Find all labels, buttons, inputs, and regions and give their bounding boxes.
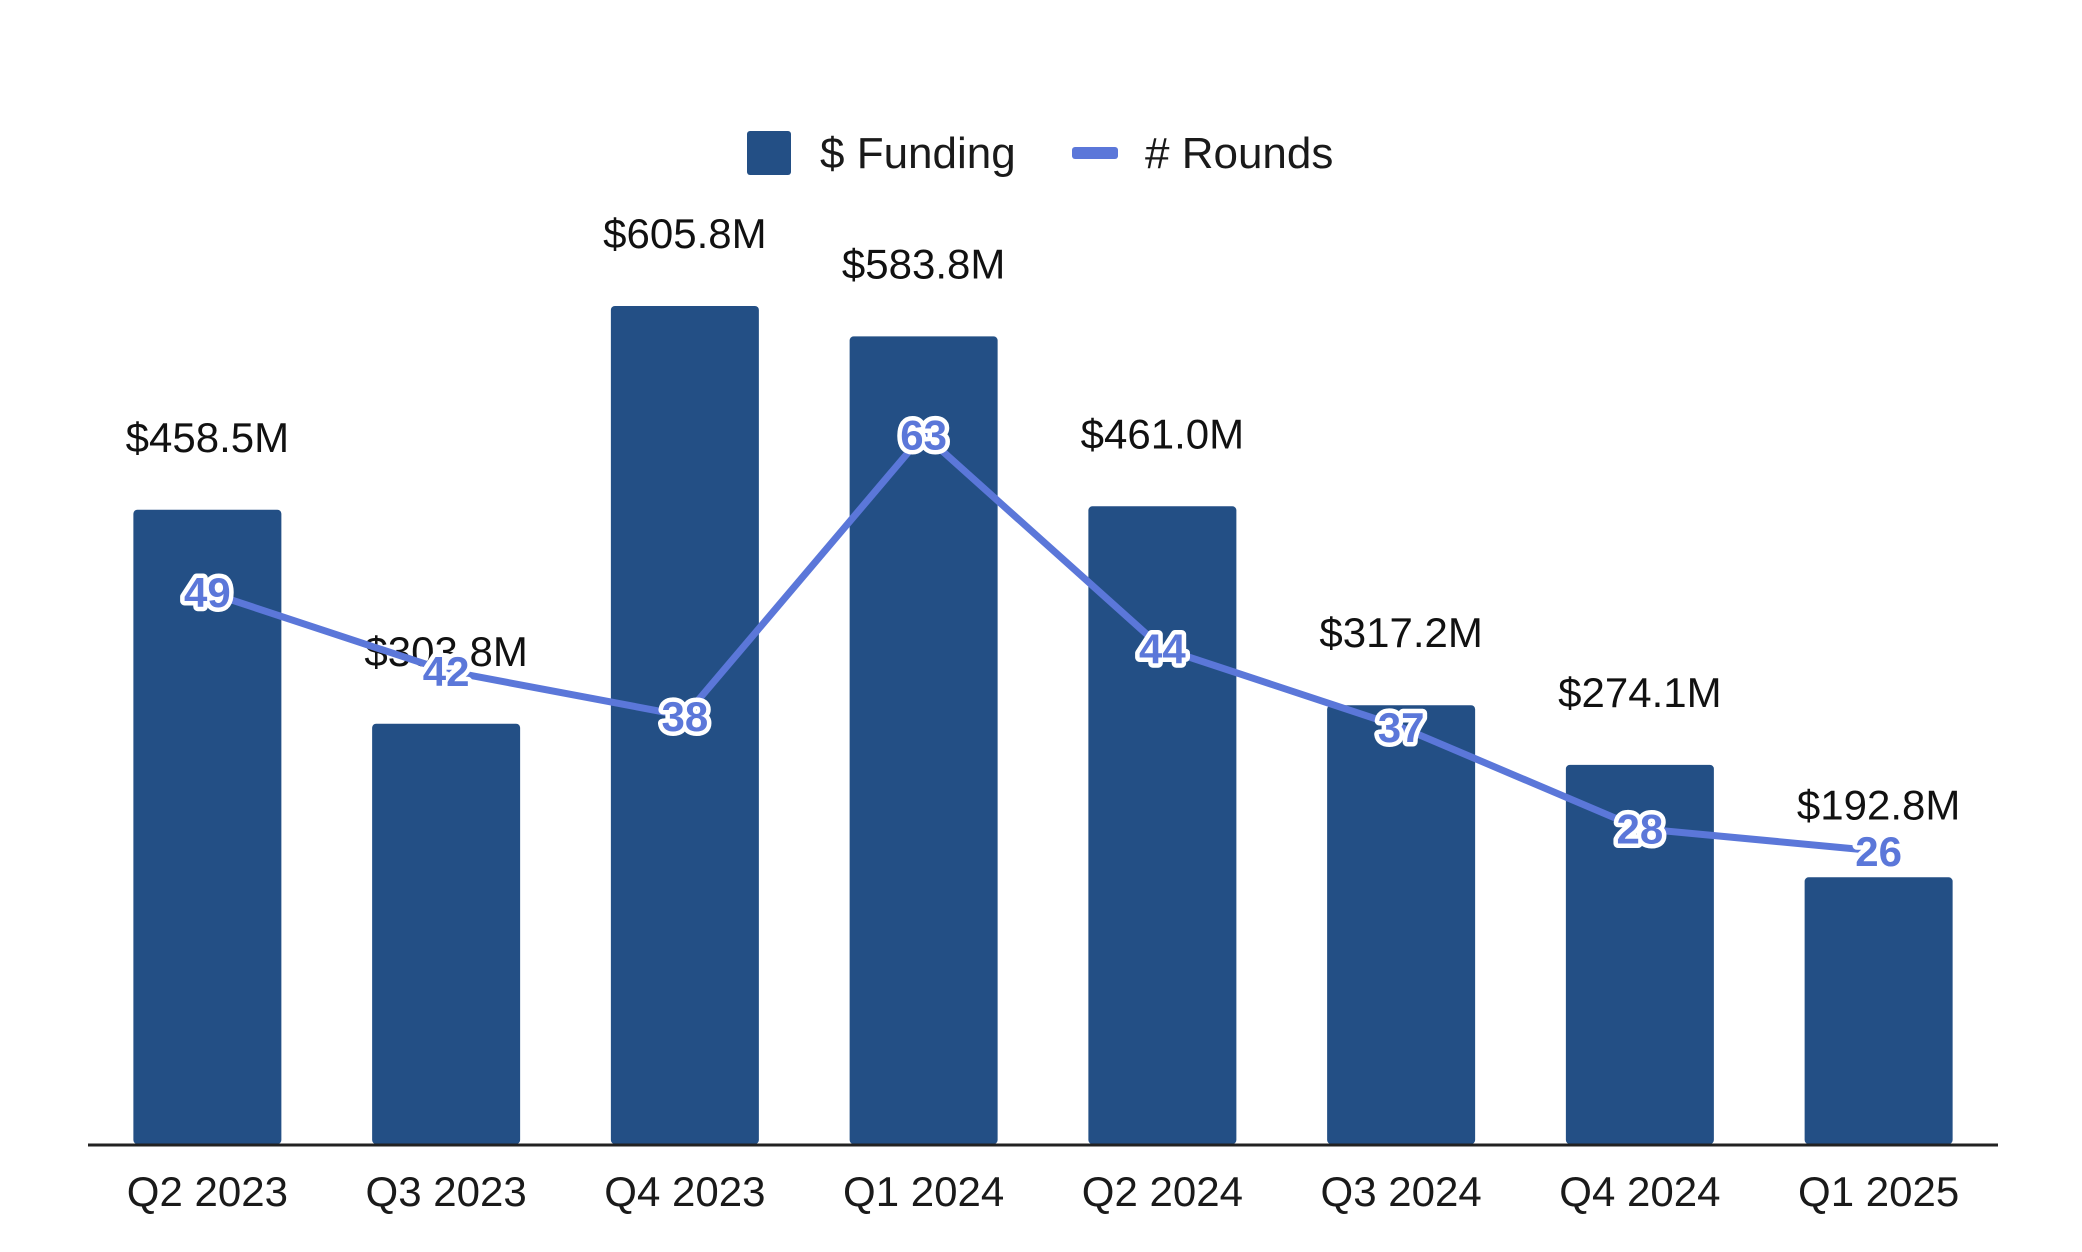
bar-value-label: $461.0M [1081,410,1244,457]
bar-q4-2024 [1565,764,1714,1144]
bar-value-label: $317.2M [1319,609,1482,656]
rounds-point-label: 49 [184,569,231,616]
x-tick-label: Q1 2025 [1798,1168,1959,1215]
bar-q1-2024 [849,336,998,1144]
bar-value-label: $274.1M [1558,669,1721,716]
bar-q4-2023 [610,306,759,1144]
rounds-point-label: 38 [662,693,709,740]
x-axis-tick-labels: Q2 2023 Q3 2023 Q4 2023 Q1 2024 Q2 2024 Q3 20… [127,1168,1959,1215]
legend: $ Funding # Rounds [747,129,1333,178]
legend-funding-label: $ Funding [820,129,1016,178]
rounds-point-label: 26 [1855,828,1902,875]
legend-rounds-swatch [1072,147,1118,159]
bar-q2-2024 [1088,506,1237,1144]
bar-q3-2023 [372,723,521,1144]
bar-data-labels: $458.5M$303.8M$605.8M$583.8M$461.0M$317.… [126,210,1961,828]
bar-q3-2024 [1327,705,1476,1144]
x-tick-label: Q1 2024 [843,1168,1004,1215]
bar-value-label: $583.8M [842,240,1005,287]
rounds-point-label: 42 [423,648,470,695]
x-tick-label: Q3 2023 [366,1168,527,1215]
bar-q1-2025 [1804,877,1953,1144]
line-series [203,430,1883,855]
x-tick-label: Q4 2024 [1559,1168,1720,1215]
bar-value-label: $458.5M [126,414,289,461]
rounds-point-label: 37 [1378,704,1425,751]
legend-rounds-label: # Rounds [1145,129,1333,178]
legend-funding-swatch [747,131,791,175]
bar-series [133,306,1953,1144]
rounds-line [203,430,1883,855]
bar-value-label: $605.8M [603,210,766,257]
x-tick-label: Q2 2023 [127,1168,288,1215]
rounds-point-label: 44 [1139,625,1186,672]
rounds-point-label: 63 [900,411,947,458]
x-tick-label: Q4 2023 [604,1168,765,1215]
bar-value-label: $192.8M [1797,781,1960,828]
x-tick-label: Q2 2024 [1082,1168,1243,1215]
rounds-point-label: 28 [1617,806,1664,853]
x-tick-label: Q3 2024 [1321,1168,1482,1215]
line-data-labels: 49 42 38 63 44 37 28 26 [180,407,1907,880]
bar-q2-2023 [133,509,282,1144]
